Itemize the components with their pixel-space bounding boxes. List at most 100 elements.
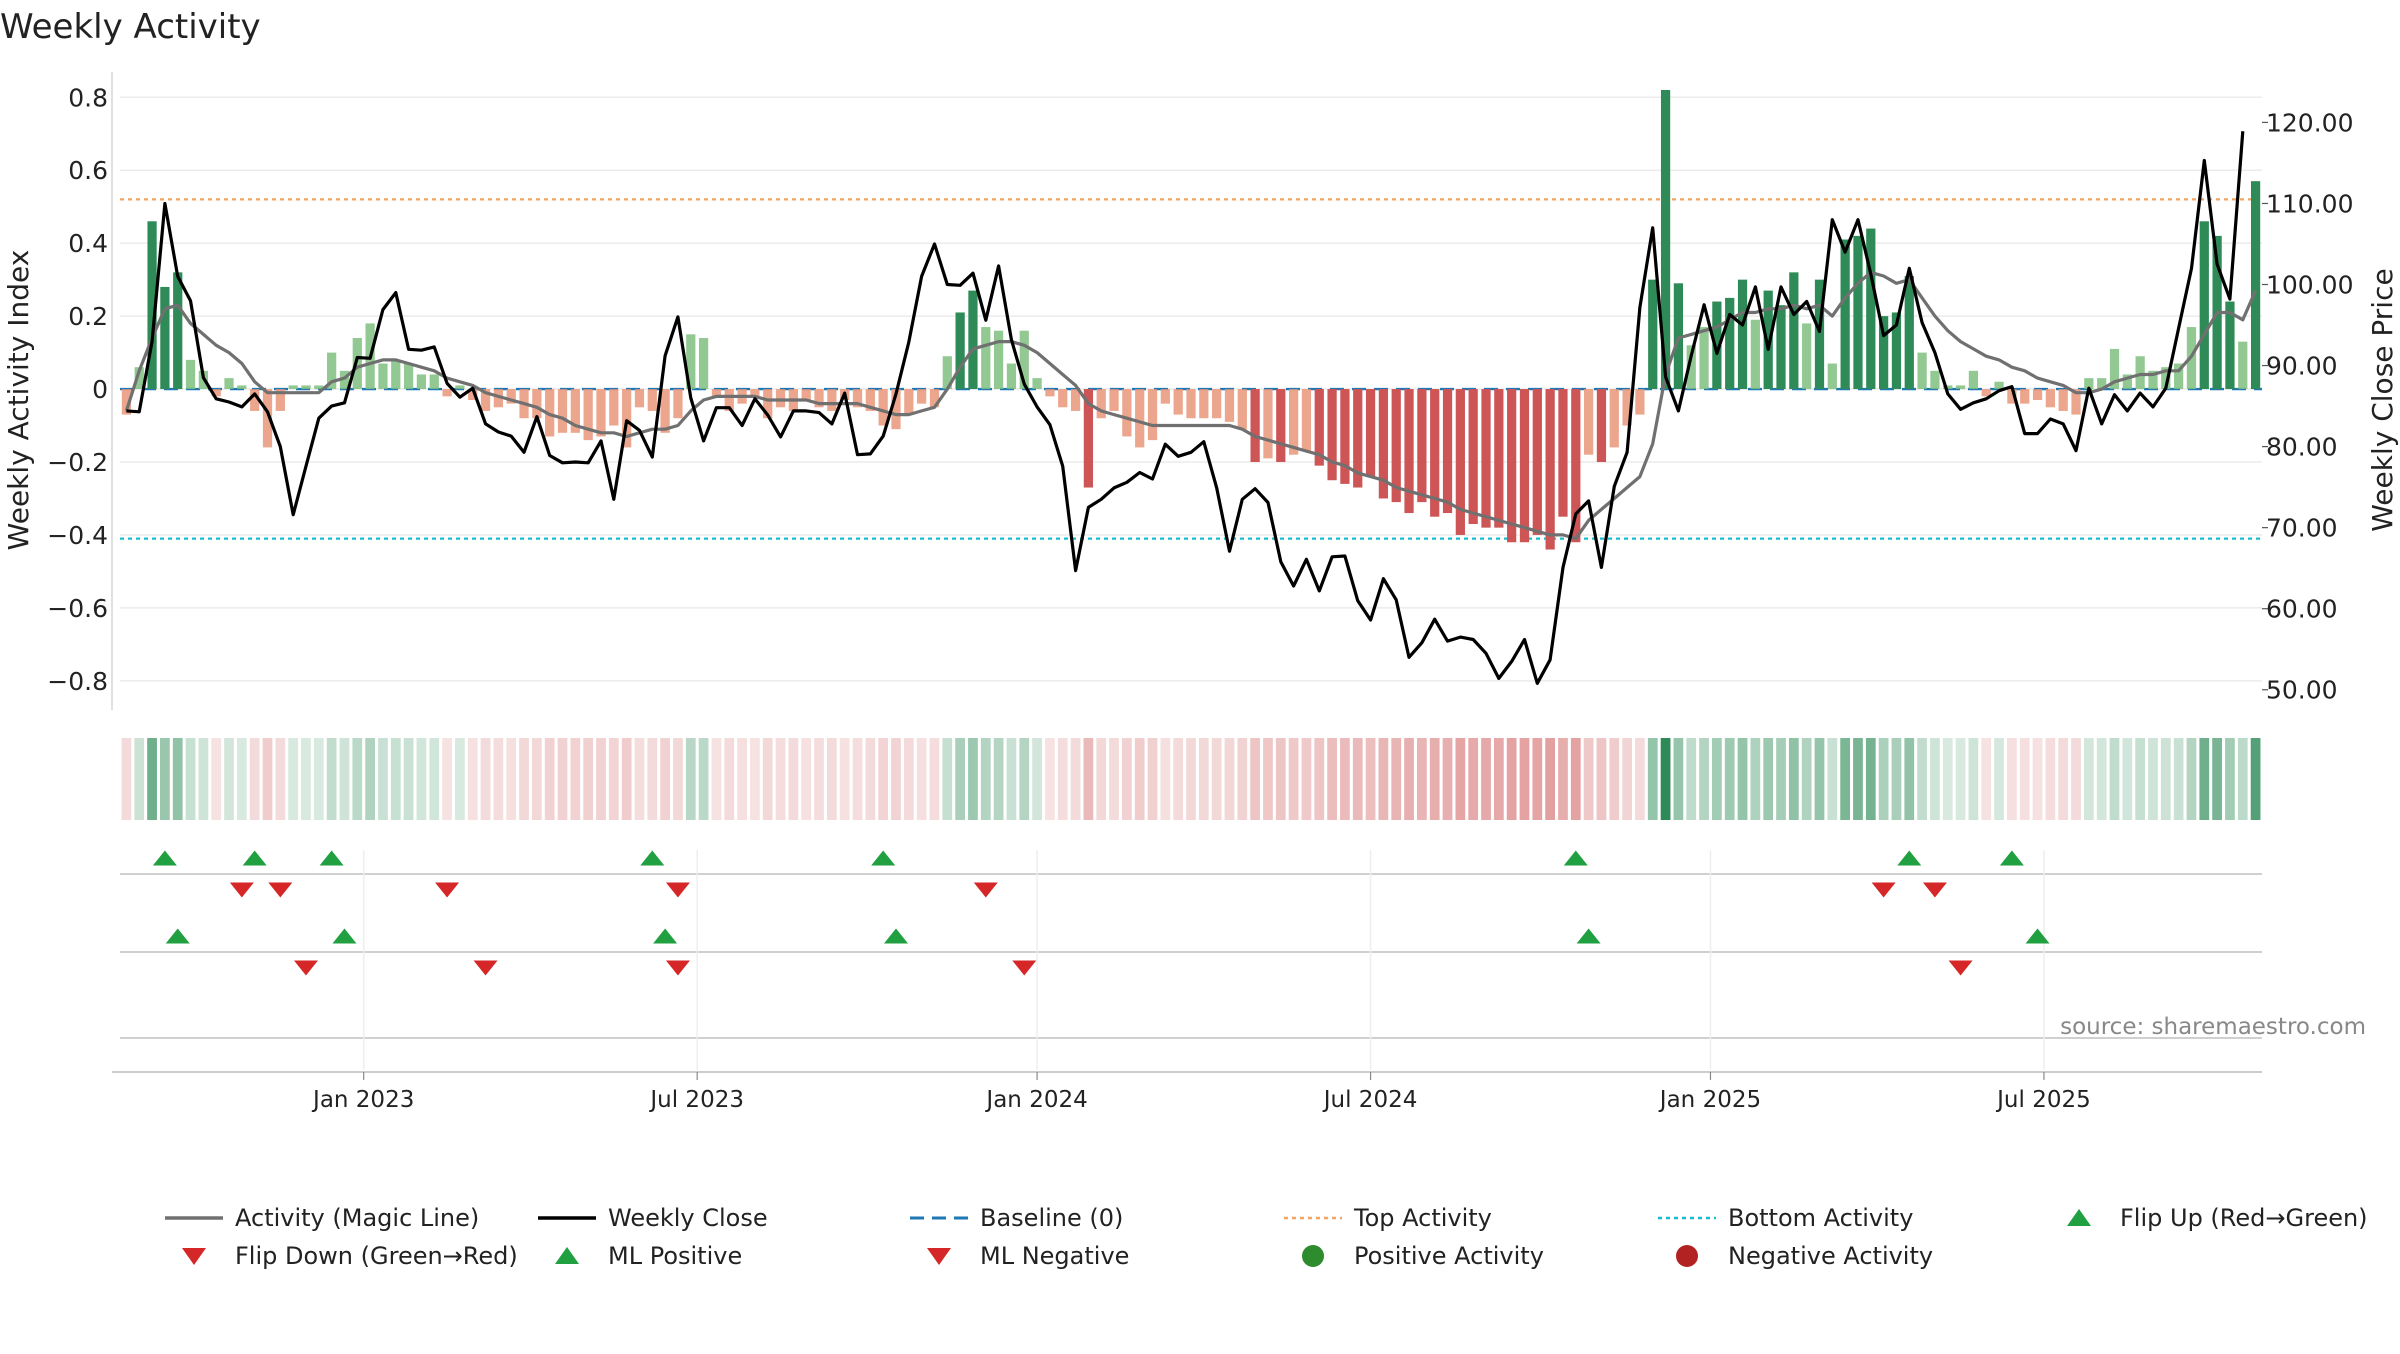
y-right-tick-label: 60.00 [2266, 595, 2338, 624]
activity-bar [1135, 389, 1145, 448]
heat-cell [2186, 738, 2197, 820]
activity-bar [1802, 323, 1812, 390]
ml-negative-marker [473, 960, 498, 976]
heat-cell [390, 738, 401, 820]
heat-cell [455, 738, 465, 820]
y-right-tick-label: 70.00 [2266, 514, 2338, 543]
legend-item: ML Negative [927, 1242, 1129, 1270]
heat-cell [1429, 738, 1440, 820]
y-tick-label: −0.2 [47, 448, 108, 477]
activity-bar [1006, 363, 1017, 390]
heat-cell [1724, 738, 1735, 820]
activity-bar [275, 389, 285, 411]
heat-cell [2045, 738, 2056, 820]
ml-negative-marker [665, 960, 690, 976]
flip-up-marker [152, 850, 177, 866]
heat-cell [442, 738, 452, 820]
activity-bar [1481, 389, 1491, 528]
activity-bar [339, 370, 350, 390]
x-tick-label: Jul 2024 [1322, 1087, 1418, 1113]
heat-cell [2109, 738, 2120, 820]
activity-bar [1789, 272, 1799, 390]
heat-cell [2032, 738, 2043, 820]
activity-bar [1596, 389, 1607, 462]
activity-bar [1635, 389, 1645, 415]
heat-cell [1327, 738, 1337, 820]
activity-bar [2058, 389, 2068, 411]
heat-cell [1237, 738, 1248, 820]
heat-cell [1801, 738, 1812, 820]
heat-cell [1904, 738, 1915, 820]
heat-cell [1468, 738, 1479, 820]
activity-bar [480, 389, 491, 411]
heat-cell [942, 738, 953, 820]
activity-bar [827, 389, 837, 411]
activity-bar [1058, 389, 1068, 408]
ml-positive-marker [165, 928, 190, 944]
heat-cell [544, 738, 555, 820]
activity-bar [775, 389, 786, 408]
heat-cell [2071, 738, 2081, 820]
activity-bar [455, 385, 465, 390]
activity-bar [711, 389, 722, 397]
heat-cell [121, 738, 132, 820]
activity-bar [1083, 389, 1094, 488]
activity-bar [698, 338, 709, 390]
heat-cell [1121, 738, 1132, 820]
heat-cell [1776, 738, 1786, 820]
heat-cell [1070, 738, 1081, 820]
activity-bar [1673, 283, 1684, 390]
heat-cell [1942, 738, 1953, 820]
legend-swatch-triangle-down [182, 1248, 206, 1265]
activity-bar [891, 389, 901, 430]
heat-cell [1173, 738, 1184, 820]
heat-cell [698, 738, 709, 820]
heat-cell [916, 738, 927, 820]
heat-cell [968, 738, 978, 820]
heat-cell [762, 738, 773, 820]
activity-bar [493, 389, 503, 408]
activity-bar [2174, 363, 2184, 390]
y-right-tick-label: 110.00 [2266, 189, 2353, 218]
activity-bar [1917, 352, 1927, 390]
activity-bar [1622, 389, 1632, 426]
heat-cell [1493, 738, 1504, 820]
heat-cell [467, 738, 478, 820]
activity-bar [391, 359, 401, 390]
activity-bar [1712, 301, 1722, 390]
activity-bar [2250, 181, 2261, 390]
ml-positive-marker [653, 928, 678, 944]
ml-negative-marker [1948, 960, 1973, 976]
heat-cell [955, 738, 965, 820]
activity-bar [1468, 389, 1478, 524]
legend-label: Weekly Close [608, 1204, 768, 1232]
heat-cell [301, 738, 311, 820]
activity-bar [121, 389, 132, 415]
heat-cell [929, 738, 940, 820]
heat-cell [249, 738, 260, 820]
y-tick-label: 0.8 [68, 83, 108, 112]
heat-cell [1109, 738, 1119, 820]
heat-cell [1814, 738, 1825, 820]
heat-cell [378, 738, 388, 820]
chart-title: Weekly Activity [0, 7, 261, 47]
legend-swatch-circle [1302, 1245, 1324, 1267]
heat-cell [1340, 738, 1350, 820]
heat-cell [1096, 738, 1107, 820]
heat-cell [1481, 738, 1491, 820]
heat-cell [775, 738, 786, 820]
activity-bar [506, 389, 516, 404]
activity-bar [1276, 389, 1286, 462]
activity-bar [1301, 389, 1312, 452]
heat-cell [596, 738, 606, 820]
activity-bar [1212, 389, 1222, 419]
activity-bar [147, 221, 157, 390]
heat-cell [506, 738, 517, 820]
heat-cell [1301, 738, 1312, 820]
activity-bar [917, 389, 927, 404]
activity-bar [1571, 389, 1581, 543]
activity-bar [1519, 389, 1530, 543]
heat-cell [352, 738, 363, 820]
